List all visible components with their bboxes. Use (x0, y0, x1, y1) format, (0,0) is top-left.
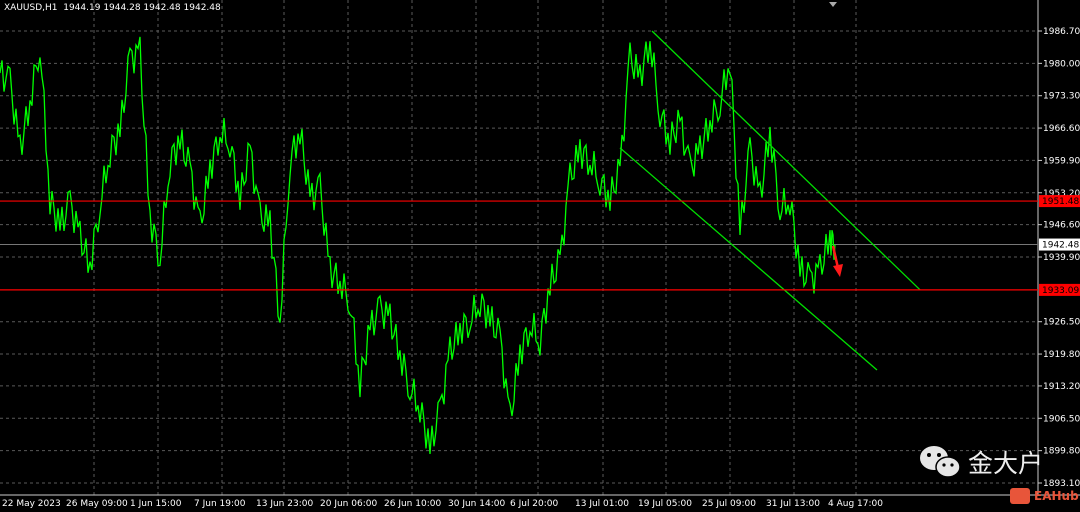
level-label: 1951.48 (1042, 197, 1079, 207)
current-price-label: 1942.48 (1042, 241, 1079, 251)
symbol-header: XAUUSD,H1 1944.19 1944.28 1942.48 1942.4… (4, 3, 221, 13)
down-arrow-shaft (831, 245, 840, 269)
wechat-icon (920, 446, 961, 478)
y-tick-label: 1966.60 (1043, 124, 1080, 134)
y-tick-label: 1973.30 (1043, 92, 1080, 102)
level-label: 1933.09 (1042, 286, 1079, 296)
x-tick-label: 6 Jul 20:00 (510, 499, 559, 509)
x-tick-label: 19 Jul 05:00 (638, 499, 692, 509)
x-tick-label: 26 May 09:00 (66, 499, 128, 509)
y-tick-label: 1899.80 (1043, 447, 1080, 457)
x-tick-label: 4 Aug 17:00 (828, 499, 883, 509)
current-price-tag (1039, 238, 1080, 251)
x-tick-label: 7 Jun 19:00 (194, 499, 246, 509)
y-tick-label: 1913.20 (1043, 382, 1080, 392)
x-tick-label: 20 Jun 06:00 (320, 499, 377, 509)
y-tick-label: 1946.60 (1043, 221, 1080, 231)
y-tick-label: 1939.90 (1043, 253, 1080, 263)
x-tick-label: 13 Jun 23:00 (256, 499, 313, 509)
x-tick-label: 25 Jul 09:00 (702, 499, 756, 509)
level-tag (1039, 283, 1080, 296)
y-tick-label: 1980.00 (1043, 59, 1080, 69)
x-tick-label: 30 Jun 14:00 (448, 499, 505, 509)
eahub-icon (1010, 488, 1030, 504)
y-tick-label: 1919.80 (1043, 350, 1080, 360)
x-tick-label: 1 Jun 15:00 (130, 499, 182, 509)
x-tick-label: 26 Jun 10:00 (384, 499, 441, 509)
watermark-text: 金大户 (968, 449, 1044, 478)
y-tick-label: 1986.70 (1043, 27, 1080, 37)
price-line (0, 36, 836, 455)
y-tick-label: 1959.90 (1043, 156, 1080, 166)
eahub-logo: EAHub (1010, 488, 1079, 504)
down-arrow-icon (833, 264, 843, 277)
shift-marker-icon (829, 2, 837, 7)
x-tick-label: 22 May 2023 (2, 499, 61, 509)
watermark: 金大户 (918, 444, 1043, 480)
channel-lower-line (619, 147, 878, 371)
y-tick-label: 1893.10 (1043, 479, 1080, 489)
x-tick-label: 31 Jul 13:00 (766, 499, 820, 509)
level-tag (1039, 195, 1080, 208)
y-tick-label: 1926.50 (1043, 318, 1080, 328)
channel-upper-line (651, 30, 921, 291)
y-tick-label: 1953.20 (1043, 189, 1080, 199)
y-tick-label: 1906.50 (1043, 414, 1080, 424)
x-tick-label: 13 Jul 01:00 (575, 499, 629, 509)
